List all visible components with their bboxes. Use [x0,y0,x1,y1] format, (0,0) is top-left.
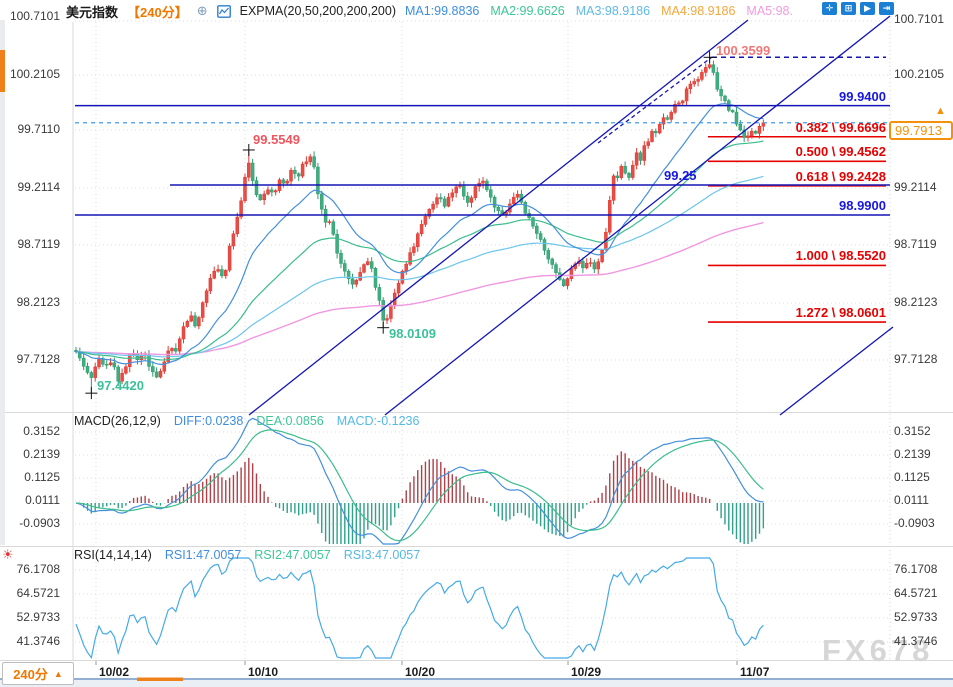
fibonacci-lines [708,135,886,323]
indicator-chart-icon[interactable] [216,4,231,18]
current-price-box: 99.7913 [889,121,953,140]
rsi-axis-label: 76.1708 [894,562,938,576]
price-axis-label: 99.2114 [17,180,61,194]
price-up-arrow-icon: ▲ [935,105,946,117]
period-button[interactable]: 240分 ▲ [2,662,74,685]
macd-axis-label: 0.1125 [24,470,60,484]
exit-fullscreen-icon[interactable]: ⇥ [879,2,894,15]
ma-legend: MA1:99.8836 MA2:99.6626 MA3:98.9186 MA4:98.… [405,4,804,18]
pan-crosshair-icon[interactable]: ✛ [822,2,837,15]
rsi-title: RSI(14,14,14) [74,548,152,562]
macd-header: MACD(26,12,9) DIFF:0.0238 DEA:0.0856 MACD:… [74,414,419,428]
rsi-axis-label: 76.1708 [16,562,60,576]
left-scrollbar[interactable] [0,20,5,545]
symbol-title: 美元指数 [66,4,119,20]
rsi-value-label: RSI2:47.0057 [254,548,331,562]
ma-value-label: MA5:98. [746,4,793,18]
price-axis-label: 99.7110 [17,122,61,136]
price-annotation: 98.0109 [389,326,436,341]
macd-layer [75,417,765,545]
macd-axis-label: -0.0903 [19,516,60,530]
rsi-layer [75,557,764,660]
macd-value-label: MACD:-0.1236 [336,414,420,428]
extreme-markers [85,51,716,400]
sun-icon[interactable]: ☀ [2,547,14,562]
price-annotation: 100.3599 [716,43,771,58]
gridlines [0,20,953,665]
price-axis-label: 97.7128 [894,352,938,366]
price-axis-label: 97.7128 [16,352,60,366]
macd-axis-label: 0.1125 [894,470,930,484]
level-label: 99.25 [664,168,697,184]
price-axis-label: 98.2123 [894,295,938,309]
ma-value-label: MA2:99.6626 [490,4,565,18]
date-label: 11/07 [740,665,770,679]
zoom-window-icon[interactable]: ⊞ [841,2,856,15]
macd-value-label: DIFF:0.0238 [173,414,244,428]
price-axis-label: 98.2123 [16,295,60,309]
ma-value-label: MA3:98.9186 [575,4,651,18]
scrollbar-thumb[interactable] [0,50,5,92]
price-annotation: 97.4420 [97,378,144,393]
macd-axis-label: 0.0111 [25,493,60,507]
macd-axis-label: 0.2139 [894,447,931,461]
period-label: 240分 [13,667,48,682]
macd-axis-label: 0.0111 [894,493,929,507]
date-label: 10/29 [571,665,602,679]
price-axis-label: 98.7119 [894,237,937,251]
price-annotation: 99.5549 [253,132,300,147]
level-label: 99.9400 [839,88,886,104]
trend-channel-lines [248,15,894,416]
rsi-axis-label: 64.5721 [16,586,60,600]
macd-value-label: DEA:0.0856 [256,414,324,428]
expma-lines [75,103,764,366]
rsi-axis-label: 41.3746 [894,634,938,648]
macd-axis-label: 0.2139 [23,447,60,461]
fib-level-label: 0.500 \ 99.4562 [795,144,886,160]
level-label: 98.9900 [839,197,886,213]
price-axis-label: 100.2105 [9,67,60,81]
fib-level-label: 1.272 \ 98.0601 [795,305,886,320]
toolbar: ✛ ⊞ ▶ ⇥ [822,2,894,15]
date-label: 10/20 [405,665,436,679]
chart-mode-icon[interactable]: ▶ [860,2,875,15]
price-axis-label: 100.7101 [894,12,945,26]
date-label: 10/10 [248,665,279,679]
add-indicator-icon[interactable]: ⊕ [196,3,208,18]
macd-axis-label: 0.3152 [23,424,60,438]
candles-layer [74,57,766,394]
rsi-axis-label: 52.9733 [894,610,938,624]
price-axis-label: 98.7119 [17,237,61,251]
bottom-bar-decor [0,677,953,687]
ma-value-label: MA4:98.9186 [661,4,736,18]
macd-axis-label: 0.3152 [894,424,931,438]
chart-header: 美元指数 【240分】 ⊕ EXPMA(20,50,200,200,200) M… [66,0,804,22]
price-axis-label: 99.2114 [894,180,937,194]
fib-level-label: 0.382 \ 99.6696 [795,119,886,135]
indicator-name: EXPMA(20,50,200,200,200) [239,4,396,18]
rsi-axis-label: 41.3746 [16,634,60,648]
macd-axis-label: -0.0903 [894,516,935,530]
rsi-header: RSI(14,14,14) RSI1:47.0057 RSI2:47.0057 RS… [74,548,420,562]
rsi-value-label: RSI1:47.0057 [164,548,242,562]
price-axis-label: 100.2105 [894,67,945,81]
ma-value-label: MA1:99.8836 [404,4,480,18]
timeframe-label[interactable]: 【240分】 [127,4,188,20]
macd-title: MACD(26,12,9) [74,414,161,428]
price-axis-label: 100.7101 [9,9,60,23]
fib-level-label: 1.000 \ 98.5520 [795,248,886,264]
date-label: 10/02 [99,665,130,679]
price-levels [75,56,890,216]
watermark: FX678 [822,633,934,668]
rsi-value-label: RSI3:47.0057 [343,548,421,562]
fib-level-label: 0.618 \ 99.2428 [795,168,886,184]
rsi-axis-label: 52.9733 [16,610,60,624]
rsi-axis-label: 64.5721 [894,586,938,600]
chevron-up-icon: ▲ [53,668,63,679]
